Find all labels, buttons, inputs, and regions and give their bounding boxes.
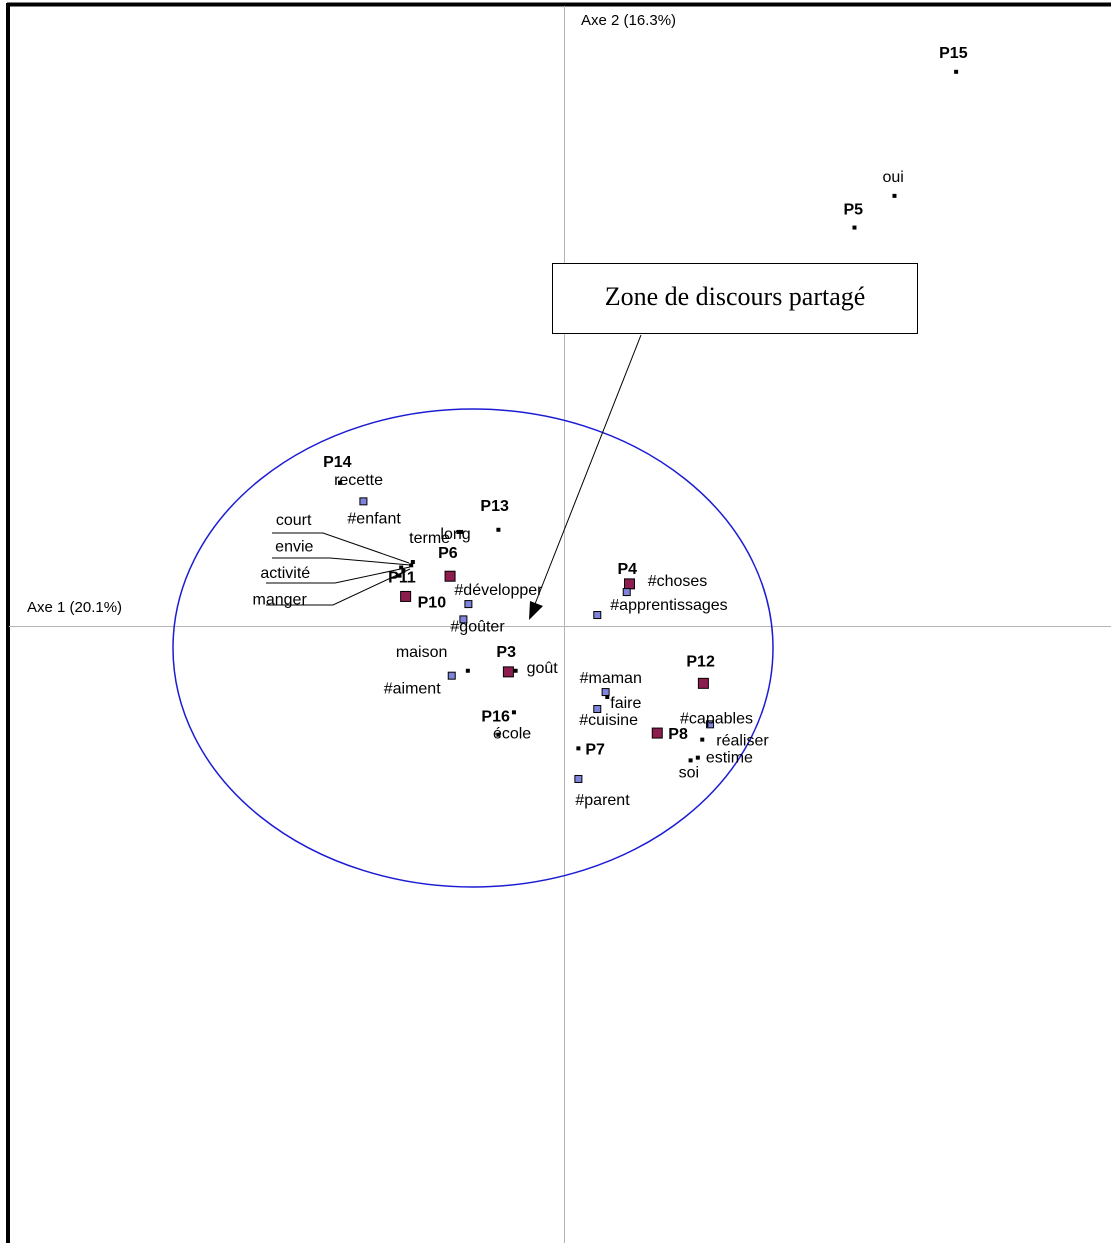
participant-point-p15	[954, 69, 959, 74]
word-point-soi	[688, 758, 693, 763]
category-point-cat-choses	[622, 588, 631, 597]
word-label-oui: oui	[882, 169, 903, 186]
word-point-oui	[892, 193, 897, 198]
participant-point-p5	[852, 225, 857, 230]
participant-label-p5: P5	[843, 202, 863, 219]
category-label-cat-parent: #parent	[575, 792, 630, 809]
participant-point-p3	[502, 666, 514, 678]
category-label-cat-maman: #maman	[580, 670, 642, 687]
x-axis-title: Axe 1 (20.1%)	[27, 599, 122, 616]
participant-label-p8: P8	[668, 726, 688, 743]
participant-label-p7: P7	[585, 741, 605, 758]
participant-point-p7	[576, 746, 581, 751]
word-label-manger: manger	[253, 592, 308, 609]
participant-label-p4: P4	[617, 561, 637, 578]
category-label-cat-apprentissages: #apprentissages	[610, 597, 727, 614]
word-point-estime	[695, 755, 700, 760]
participant-label-p14: P14	[323, 454, 352, 471]
word-point-terme	[459, 529, 464, 534]
annotation-arrow	[534, 334, 642, 605]
category-point-cat-parent	[574, 774, 583, 783]
participant-label-p6: P6	[438, 545, 458, 562]
annotation-box	[552, 263, 918, 334]
word-label-terme: terme	[409, 530, 450, 547]
participant-label-p13: P13	[480, 498, 509, 515]
category-label-cat-gouter: #goûter	[450, 618, 505, 635]
category-label-cat-choses: #choses	[648, 573, 708, 590]
word-label-realiser: réaliser	[716, 733, 769, 750]
annotation-text: Zone de discours partagé	[605, 282, 866, 311]
word-label-maison: maison	[396, 644, 448, 661]
participant-point-p11	[399, 565, 404, 570]
leader-envie	[272, 557, 411, 566]
participant-label-p3: P3	[496, 644, 516, 661]
annotation-arrowhead	[529, 601, 543, 620]
category-point-cat-cuisine	[593, 705, 602, 714]
category-label-cat-enfant: #enfant	[347, 510, 401, 527]
word-point-ecole	[511, 710, 516, 715]
word-point-realiser	[700, 737, 705, 742]
category-label-cat-cuisine: #cuisine	[579, 712, 638, 729]
word-point-manger	[397, 573, 402, 578]
participant-label-p11: P11	[388, 569, 416, 586]
leader-manger	[266, 568, 411, 606]
word-label-activite: activité	[260, 565, 310, 582]
word-label-gout: goût	[527, 660, 559, 677]
category-point-cat-gouter	[459, 615, 468, 624]
word-label-soi: soi	[679, 764, 699, 781]
leader-activite	[266, 566, 411, 584]
word-label-court: court	[276, 512, 312, 529]
word-point-long	[456, 529, 461, 534]
participant-label-p10: P10	[418, 594, 447, 611]
category-point-cat-apprentissages	[593, 611, 602, 620]
participant-point-p16	[496, 732, 501, 737]
participant-label-p15: P15	[939, 45, 968, 62]
leader-lines	[266, 532, 411, 606]
category-point-cat-maman	[601, 688, 610, 697]
shared-zone-ellipse	[172, 408, 774, 888]
category-label-cat-developper: #développer	[454, 582, 543, 599]
participant-label-p16: P16	[481, 709, 510, 726]
word-label-ecole: école	[493, 725, 531, 742]
word-point-envie	[409, 563, 414, 568]
word-point-activite	[401, 568, 406, 573]
word-label-estime: estime	[706, 750, 753, 767]
participant-point-p12	[697, 677, 709, 689]
participant-point-p6	[444, 570, 456, 582]
y-axis-title: Axe 2 (16.3%)	[581, 12, 676, 29]
category-label-cat-capables: #capables	[680, 710, 753, 727]
category-point-cat-aiment	[447, 671, 456, 680]
word-label-recette: recette	[334, 472, 383, 489]
category-label-cat-aiment: #aiment	[384, 681, 441, 698]
word-point-gout	[513, 668, 518, 673]
participant-point-p10	[400, 590, 412, 602]
participant-point-p8	[651, 727, 663, 739]
word-point-maison	[465, 668, 470, 673]
category-point-cat-capables	[706, 720, 715, 729]
word-point-faire	[605, 694, 610, 699]
participant-point-p4	[623, 578, 635, 590]
category-point-cat-developper	[464, 600, 473, 609]
word-label-faire: faire	[610, 695, 641, 712]
participant-label-p12: P12	[686, 653, 715, 670]
word-point-court	[410, 560, 415, 565]
category-point-cat-enfant	[359, 497, 368, 506]
word-label-envie: envie	[275, 538, 313, 555]
leader-court	[272, 532, 410, 564]
word-point-recette	[338, 480, 343, 485]
participant-point-p13	[496, 527, 501, 532]
